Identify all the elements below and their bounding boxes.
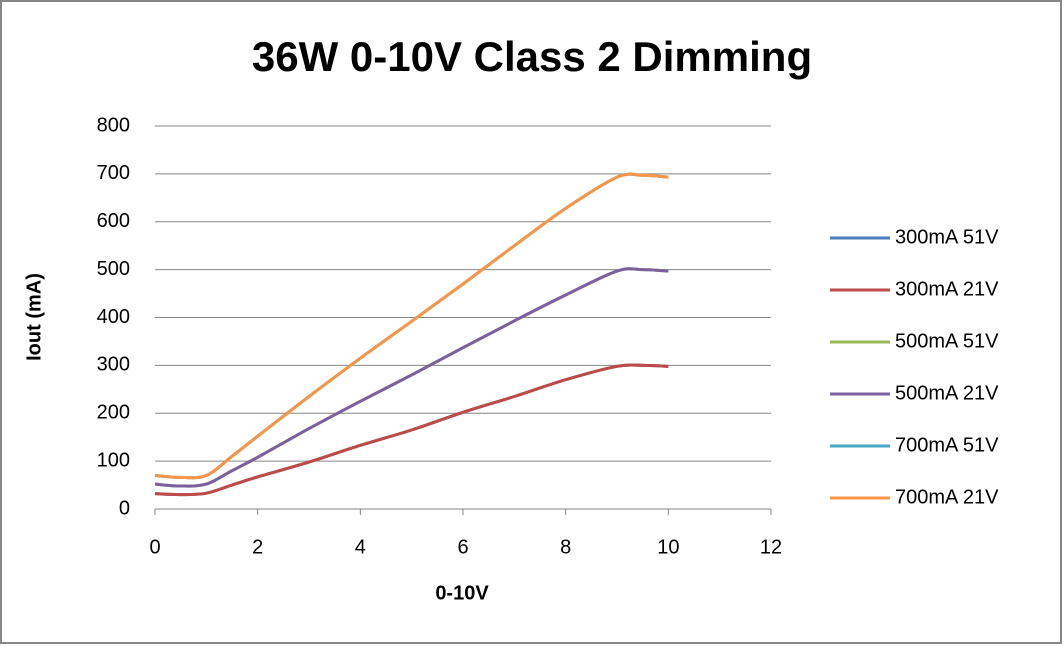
legend-label: 300mA 21V <box>895 278 999 300</box>
y-tick-label: 100 <box>97 449 130 471</box>
x-tick-label: 2 <box>252 536 263 558</box>
y-axis-label: Iout (mA) <box>23 273 45 361</box>
y-tick-label: 800 <box>97 114 130 136</box>
x-axis-label: 0-10V <box>435 582 489 604</box>
series-line <box>154 172 669 480</box>
x-tick-label: 4 <box>355 536 366 558</box>
y-tick-label: 200 <box>97 402 130 424</box>
y-tick-label: 400 <box>97 306 130 328</box>
x-tick-label: 12 <box>760 536 782 558</box>
legend-label: 300mA 51V <box>895 226 999 248</box>
legend-label: 500mA 21V <box>895 382 999 404</box>
y-tick-label: 500 <box>97 258 130 280</box>
legend-label: 500mA 51V <box>895 330 999 352</box>
x-tick-label: 8 <box>560 536 571 558</box>
y-tick-label: 700 <box>97 162 130 184</box>
legend-label: 700mA 21V <box>895 486 999 508</box>
legend-label: 700mA 51V <box>895 434 999 456</box>
chart-title: 36W 0-10V Class 2 Dimming <box>252 33 812 80</box>
x-tick-label: 0 <box>149 536 160 558</box>
y-tick-label: 0 <box>119 497 130 519</box>
x-tick-label: 6 <box>457 536 468 558</box>
y-tick-label: 300 <box>97 354 130 376</box>
series-line <box>154 363 669 497</box>
series-line <box>154 267 669 488</box>
x-tick-label: 10 <box>657 536 679 558</box>
y-tick-label: 600 <box>97 210 130 232</box>
